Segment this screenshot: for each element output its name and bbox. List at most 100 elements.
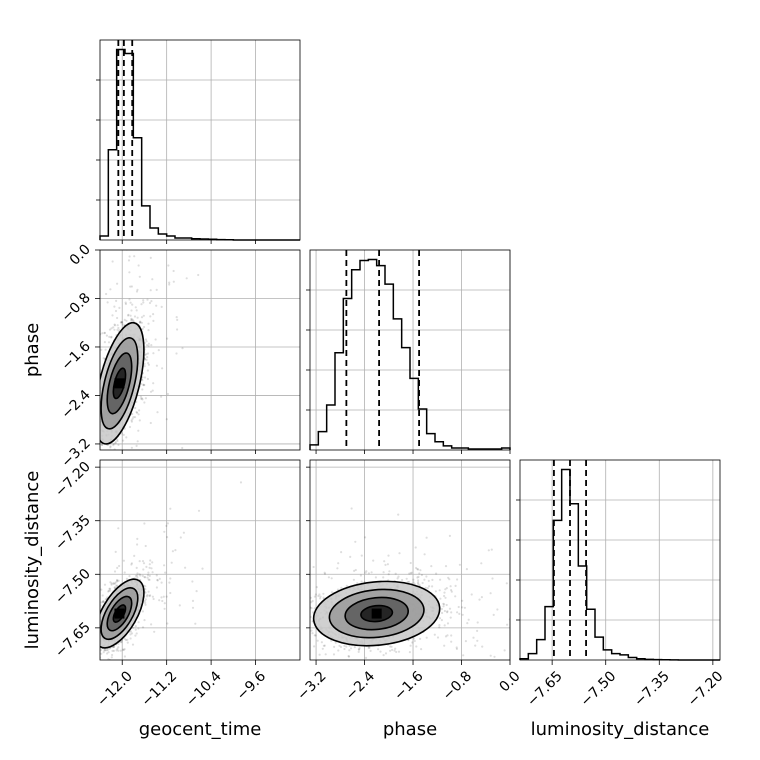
scatter-point xyxy=(310,601,313,604)
scatter-point xyxy=(91,437,93,439)
scatter-point xyxy=(95,616,97,618)
scatter-point xyxy=(116,324,119,327)
scatter-point xyxy=(155,574,158,577)
scatter-point xyxy=(302,651,304,653)
scatter-point xyxy=(298,661,300,663)
scatter-point xyxy=(275,568,277,570)
scatter-point xyxy=(389,645,392,648)
scatter-point xyxy=(111,495,113,497)
scatter-point xyxy=(144,585,147,588)
scatter-point xyxy=(138,321,141,324)
scatter-point xyxy=(116,553,118,555)
scatter-point xyxy=(175,352,178,355)
scatter-point xyxy=(313,634,316,637)
scatter-point xyxy=(438,624,441,627)
scatter-point xyxy=(90,625,92,627)
scatter-point xyxy=(455,647,458,651)
histogram-step-geocent_time xyxy=(99,48,300,241)
scatter-point xyxy=(117,571,119,573)
scatter-point xyxy=(138,409,141,412)
scatter-point xyxy=(97,367,99,369)
scatter-point xyxy=(450,634,453,637)
density-content xyxy=(202,507,523,666)
scatter-point xyxy=(152,597,155,601)
scatter-point xyxy=(143,383,146,387)
scatter-point xyxy=(405,577,408,580)
scatter-point xyxy=(143,599,146,603)
scatter-point xyxy=(454,595,457,598)
scatter-point xyxy=(97,410,99,412)
scatter-point xyxy=(136,672,138,674)
scatter-point xyxy=(116,579,119,582)
scatter-point xyxy=(401,664,403,666)
scatter-point xyxy=(92,637,94,639)
scatter-point xyxy=(96,637,98,639)
scatter-point xyxy=(320,641,323,644)
scatter-point xyxy=(408,651,411,654)
scatter-point xyxy=(116,647,119,651)
scatter-point xyxy=(95,369,97,371)
x-tick-label-geocent_time: −10.4 xyxy=(183,668,225,710)
scatter-point xyxy=(421,581,424,585)
scatter-point xyxy=(423,553,426,556)
scatter-point xyxy=(109,288,112,291)
scatter-point xyxy=(118,564,121,568)
scatter-point xyxy=(306,612,308,614)
scatter-point xyxy=(314,634,317,637)
scatter-point xyxy=(401,578,404,582)
scatter-point xyxy=(415,566,418,570)
scatter-point xyxy=(91,466,93,468)
scatter-point xyxy=(234,588,236,590)
scatter-point xyxy=(476,639,479,642)
scatter-point xyxy=(158,577,161,581)
scatter-point xyxy=(147,329,150,332)
scatter-point xyxy=(269,621,271,623)
scatter-point xyxy=(175,316,178,319)
scatter-point xyxy=(97,432,99,434)
scatter-point xyxy=(162,227,164,229)
scatter-point xyxy=(142,314,145,317)
scatter-point xyxy=(202,622,204,624)
scatter-point xyxy=(98,624,100,626)
scatter-point xyxy=(141,560,145,563)
scatter-point xyxy=(369,649,372,653)
scatter-point xyxy=(416,576,419,579)
scatter-point xyxy=(147,363,150,366)
scatter-point xyxy=(169,591,172,595)
scatter-point xyxy=(95,650,97,652)
scatter-point xyxy=(112,489,114,491)
scatter-point xyxy=(333,645,336,649)
scatter-point xyxy=(153,630,156,633)
scatter-point xyxy=(100,443,103,447)
scatter-point xyxy=(323,572,327,575)
scatter-point xyxy=(148,594,151,598)
scatter-point xyxy=(91,642,93,644)
scatter-point xyxy=(436,636,440,639)
scatter-point xyxy=(521,624,523,626)
density-contour-2 xyxy=(106,595,133,632)
scatter-point xyxy=(126,661,128,663)
scatter-point xyxy=(92,412,94,414)
scatter-point xyxy=(107,651,110,654)
scatter-point xyxy=(420,648,423,651)
scatter-point xyxy=(95,619,97,621)
scatter-point xyxy=(123,655,126,658)
scatter-point xyxy=(110,455,112,457)
scatter-point xyxy=(95,432,97,434)
scatter-point xyxy=(141,376,144,379)
scatter-point xyxy=(443,609,446,613)
density-peak xyxy=(114,608,125,619)
scatter-point xyxy=(201,567,204,570)
scatter-point xyxy=(104,348,107,351)
scatter-point xyxy=(383,560,386,563)
density-panel-geocent_time-luminosity_distance xyxy=(90,459,301,674)
scatter-point xyxy=(166,522,169,525)
scatter-point xyxy=(108,587,111,590)
scatter-point xyxy=(114,550,117,554)
scatter-point xyxy=(180,139,182,141)
scatter-point xyxy=(444,635,448,638)
scatter-point xyxy=(425,536,428,539)
density-contour-0 xyxy=(312,580,441,647)
scatter-point xyxy=(135,566,138,570)
scatter-point xyxy=(145,344,149,347)
